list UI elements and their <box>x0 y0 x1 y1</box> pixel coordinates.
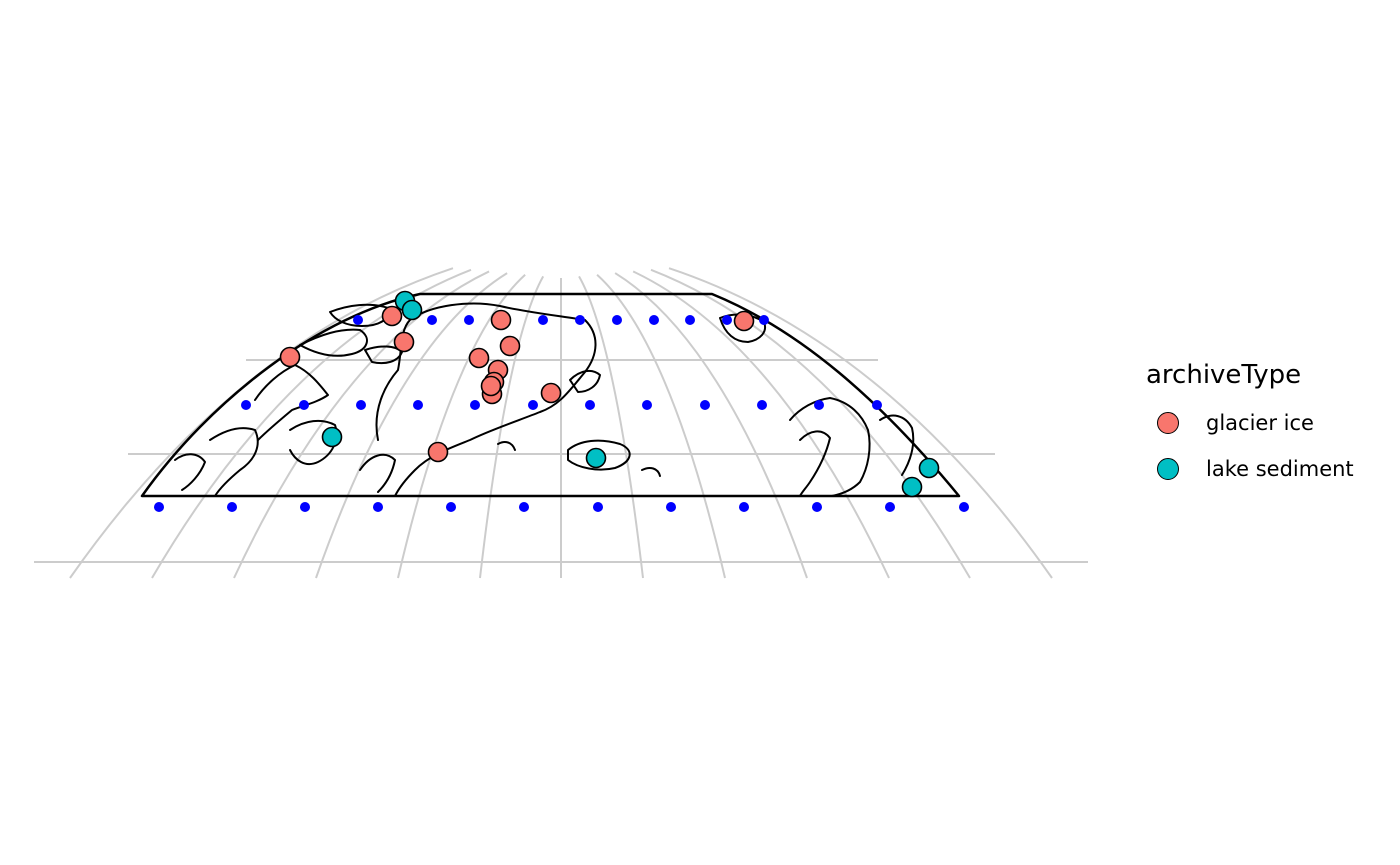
site-point-lake-sediment-4 <box>918 457 940 479</box>
legend-item-lake-sediment: lake sediment <box>1146 446 1354 492</box>
site-points <box>279 290 940 498</box>
site-point-lake-sediment-2 <box>321 426 343 448</box>
coastline-path-4 <box>209 427 259 497</box>
grid-point-16 <box>470 400 480 410</box>
grid-points <box>154 315 969 512</box>
grid-point-20 <box>700 400 710 410</box>
site-point-glacier-ice-9 <box>480 375 502 397</box>
meridian-line-12 <box>668 267 1053 579</box>
grid-point-9 <box>685 315 695 325</box>
grid-point-24 <box>154 502 164 512</box>
grid-point-0 <box>353 315 363 325</box>
site-point-lake-sediment-5 <box>901 476 923 498</box>
outline-path <box>140 292 961 498</box>
grid-point-34 <box>885 502 895 512</box>
grid-point-28 <box>446 502 456 512</box>
grid-point-14 <box>356 400 366 410</box>
site-point-glacier-ice-3 <box>490 309 512 331</box>
coastline-path-5 <box>174 453 206 491</box>
grid-point-18 <box>585 400 595 410</box>
grid-point-35 <box>959 502 969 512</box>
site-point-lake-sediment-1 <box>401 299 423 321</box>
grid-point-19 <box>642 400 652 410</box>
grid-point-13 <box>299 400 309 410</box>
grid-point-26 <box>300 502 310 512</box>
coastline-path-12 <box>879 414 915 476</box>
meridian-line-9 <box>614 272 808 579</box>
grid-point-3 <box>464 315 474 325</box>
graticule <box>34 267 1088 579</box>
coastline-path-7 <box>359 453 396 493</box>
meridian-line-7 <box>578 275 644 579</box>
site-point-glacier-ice-5 <box>468 347 490 369</box>
meridian-line-1 <box>151 268 472 579</box>
grid-point-11 <box>759 315 769 325</box>
grid-point-5 <box>538 315 548 325</box>
coastline-path-16 <box>497 441 516 451</box>
coastline-path-10 <box>789 397 871 497</box>
coastline-path-1 <box>254 364 329 441</box>
site-point-glacier-ice-4 <box>499 335 521 357</box>
grid-point-31 <box>666 502 676 512</box>
grid-point-32 <box>739 502 749 512</box>
meridian-line-11 <box>650 268 971 579</box>
site-point-lake-sediment-3 <box>585 447 607 469</box>
grid-point-22 <box>814 400 824 410</box>
coastline-path-11 <box>799 430 831 497</box>
legend-item-glacier-ice: glacier ice <box>1146 400 1354 446</box>
grid-point-8 <box>649 315 659 325</box>
grid-point-15 <box>413 400 423 410</box>
map-outline <box>140 292 961 498</box>
legend-title: archiveType <box>1146 360 1302 390</box>
legend-key-glacier-ice <box>1157 412 1179 434</box>
grid-point-27 <box>373 502 383 512</box>
legend-label-lake-sediment: lake sediment <box>1206 457 1354 481</box>
coastline-path-8 <box>567 439 631 471</box>
grid-point-30 <box>593 502 603 512</box>
grid-point-6 <box>575 315 585 325</box>
coastline-path-2 <box>299 328 368 357</box>
legend-key-lake-sediment <box>1157 458 1179 480</box>
grid-point-21 <box>757 400 767 410</box>
grid-point-25 <box>227 502 237 512</box>
site-point-glacier-ice-10 <box>540 382 562 404</box>
grid-point-12 <box>241 400 251 410</box>
site-point-glacier-ice-11 <box>427 441 449 463</box>
coastline-path-9 <box>569 369 601 393</box>
grid-point-10 <box>722 315 732 325</box>
legend-label-glacier-ice: glacier ice <box>1206 411 1314 435</box>
grid-point-2 <box>427 315 437 325</box>
grid-point-33 <box>812 502 822 512</box>
site-point-glacier-ice-1 <box>393 331 415 353</box>
coastline-path-15 <box>641 467 661 477</box>
meridian-line-5 <box>479 275 545 579</box>
grid-point-23 <box>872 400 882 410</box>
grid-point-7 <box>612 315 622 325</box>
legend: archiveType glacier ice lake sediment <box>1146 360 1354 492</box>
site-point-glacier-ice-2 <box>279 346 301 368</box>
site-point-glacier-ice-12 <box>733 310 755 332</box>
grid-point-29 <box>519 502 529 512</box>
site-point-glacier-ice-0 <box>381 305 403 327</box>
grid-point-17 <box>528 400 538 410</box>
